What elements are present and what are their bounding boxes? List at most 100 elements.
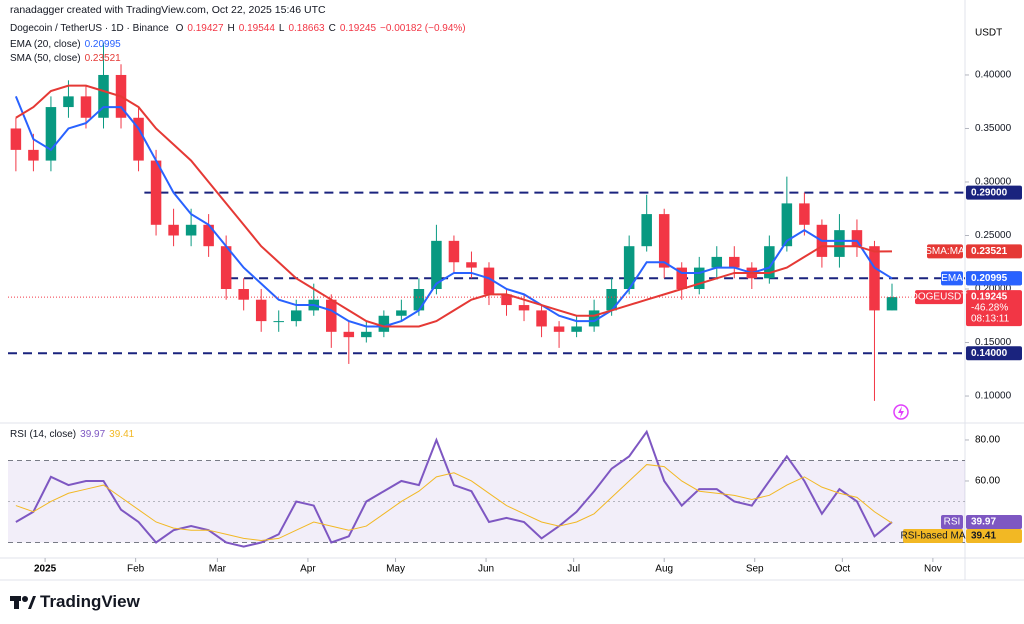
ma-tag-text: 0.20995 — [971, 273, 1008, 284]
candle-body — [518, 305, 530, 311]
ma-tag-label: EMA — [941, 273, 963, 284]
symbol: Dogecoin / TetherUS · 1D · Binance — [10, 23, 169, 34]
candle-body — [729, 256, 740, 268]
rsi-line — [15, 429, 893, 548]
brand-icon — [10, 596, 36, 609]
rsi-tag-box — [966, 515, 1022, 530]
rsi-tag-label-box — [941, 515, 963, 530]
ema-legend: EMA (20, close) 0.20995 — [10, 39, 125, 50]
candle-body — [396, 310, 407, 316]
candle-body — [711, 256, 723, 268]
level-tag-text: 0.29000 — [971, 187, 1008, 198]
symbol-line: Dogecoin / TetherUS · 1D · Binance O 0.19… — [10, 23, 470, 34]
y-tick-label: 0.40000 — [975, 70, 1012, 81]
x-tick-label: Aug — [655, 564, 673, 575]
level-tag-box — [966, 185, 1022, 200]
y-tick-label: 0.30000 — [975, 177, 1012, 188]
candle-body — [553, 326, 565, 332]
indicator-value: 0.23521 — [84, 53, 121, 64]
rsi-tag-label: RSI — [944, 517, 961, 528]
x-tick-label: Nov — [924, 564, 942, 575]
candle-body — [203, 224, 214, 247]
brand-logo: TradingView — [10, 592, 140, 612]
candle-body — [799, 203, 810, 225]
indicator-name: EMA (20, close) — [10, 39, 81, 50]
candle-body — [764, 246, 775, 279]
level-tag-text: 0.14000 — [971, 348, 1008, 359]
ohlc-value: 0.19544 — [238, 23, 275, 34]
x-tick-label: Apr — [300, 564, 316, 575]
candle-body — [693, 267, 705, 290]
candle-body — [501, 294, 512, 306]
candle-body — [448, 240, 460, 263]
rsi-value: 39.41 — [109, 429, 135, 440]
candle-body — [290, 310, 302, 322]
rsi-tag-text: 39.97 — [971, 517, 996, 528]
sma-legend: SMA (50, close) 0.23521 — [10, 53, 125, 64]
rsi-band — [8, 460, 965, 543]
candle-body — [571, 326, 582, 332]
candle-body — [466, 262, 477, 268]
rsi-ma-line — [15, 464, 893, 541]
candle-body — [781, 203, 793, 247]
rsi-tick-label: 80.00 — [975, 435, 1000, 446]
candle-body — [63, 96, 74, 108]
candle-body — [28, 149, 39, 161]
rsi-tag-label-box — [903, 529, 963, 544]
ohlc-label: H — [227, 23, 235, 34]
y-tick-label: 0.25000 — [975, 230, 1012, 241]
candle-body — [641, 214, 652, 247]
ma-tag-box — [966, 244, 1022, 259]
candle-body — [483, 267, 495, 295]
alert-icon-bolt — [898, 406, 904, 418]
candle-body — [238, 289, 249, 300]
x-tick-label: Feb — [127, 564, 145, 575]
rsi-value: 39.97 — [80, 429, 106, 440]
candle-body — [886, 297, 898, 311]
candle-body — [80, 96, 92, 118]
ma-tag-text: 0.23521 — [971, 246, 1008, 257]
candle-body — [378, 315, 390, 332]
price-tag-text: 0.19245 — [971, 292, 1008, 303]
ma-tag-box — [966, 271, 1022, 286]
candle-body — [343, 331, 355, 338]
x-tick-label: Mar — [209, 564, 227, 575]
x-tick-label: Jul — [567, 564, 580, 575]
candle-body — [98, 74, 109, 118]
candle-body — [361, 331, 372, 338]
moving-average — [15, 84, 893, 328]
candle-body — [273, 321, 284, 323]
candle-body — [851, 230, 863, 247]
price-tag-box — [966, 290, 1022, 327]
rsi-tag-label: RSI-based MA — [900, 531, 965, 542]
ma-tag-label-box — [941, 271, 963, 286]
candle-body — [150, 160, 162, 225]
y-tick-label: 0.15000 — [975, 337, 1012, 348]
x-tick-label: Jun — [478, 564, 494, 575]
x-tick-label: Sep — [746, 564, 764, 575]
ohlc-label: O — [175, 23, 184, 34]
rsi-tick-label: 60.00 — [975, 476, 1000, 487]
ohlc-label: L — [278, 23, 285, 34]
indicator-name: SMA (50, close) — [10, 53, 81, 64]
rsi-tag-box — [966, 529, 1022, 544]
indicator-value: 0.20995 — [84, 39, 121, 50]
candle-body — [133, 117, 144, 161]
rsi-legend: RSI (14, close) 39.97 39.41 — [10, 429, 138, 440]
candle-body — [45, 107, 57, 161]
level-tag-box — [966, 346, 1022, 361]
y-tick-label: 0.10000 — [975, 391, 1012, 402]
candle-body — [255, 299, 267, 322]
candle-body — [413, 289, 425, 311]
ma-tag-label: SMA:MA — [925, 246, 965, 257]
ma-tag-label-box — [927, 244, 963, 259]
candle-body — [658, 214, 670, 268]
candle-body — [536, 310, 547, 327]
price-tag-text: 08:13:11 — [971, 314, 1010, 325]
candle-body — [834, 230, 845, 257]
rsi-title: RSI (14, close) — [10, 429, 77, 440]
x-tick-label: May — [386, 564, 405, 575]
price-tag-symbol: DOGEUSDT — [911, 292, 968, 303]
